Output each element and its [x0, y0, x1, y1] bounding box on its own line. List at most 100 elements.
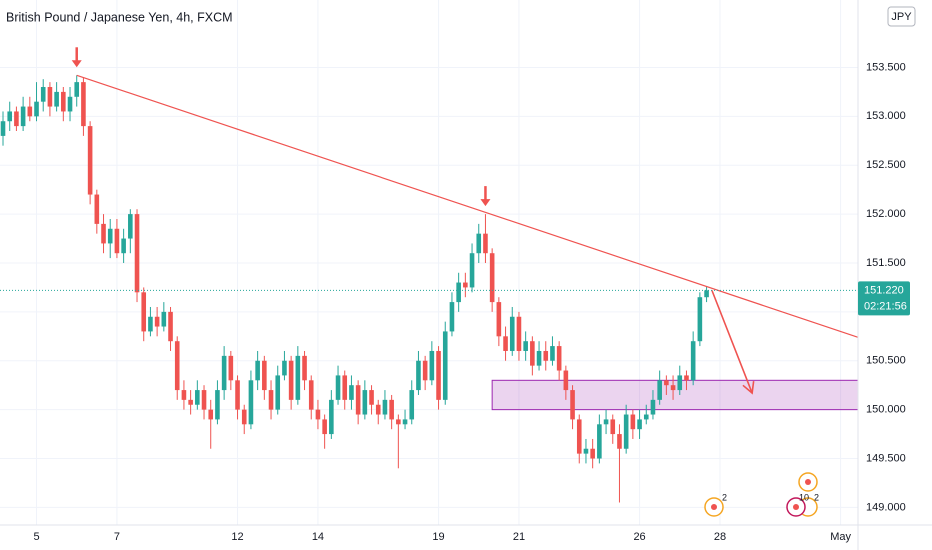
plot-area [0, 47, 859, 503]
candle-body [483, 233, 488, 254]
y-tick-label: 153.500 [866, 61, 906, 73]
candle-body [27, 106, 33, 117]
candle-body [416, 360, 421, 391]
candle-body [610, 419, 616, 435]
candle-body [456, 282, 461, 303]
countdown-label: 02:21:56 [864, 300, 907, 312]
candle-body [550, 346, 555, 361]
trendline [76, 74, 859, 338]
candle-body [496, 302, 502, 337]
candle-body [355, 385, 361, 415]
currency-button-label[interactable]: JPY [891, 11, 912, 23]
candle-body [375, 404, 381, 415]
candle-body [14, 111, 19, 127]
signal-arrow-head [480, 199, 491, 207]
candle-body [288, 360, 294, 400]
candle-body [282, 360, 287, 376]
candle-body [469, 253, 475, 288]
candle-body [34, 101, 39, 117]
event-dot [711, 504, 717, 510]
y-tick-label: 152.500 [866, 159, 906, 171]
candle-body [255, 360, 260, 381]
candle-body [295, 355, 301, 400]
event-dot [805, 479, 811, 485]
candle-body [603, 419, 609, 425]
candle-body [463, 282, 468, 288]
candle-body [436, 350, 441, 400]
candle-body [322, 419, 327, 435]
candle-body [670, 385, 676, 391]
x-tick-label: May [830, 531, 851, 543]
current-price-box [858, 281, 910, 316]
candle-body [308, 380, 314, 410]
candle-body [664, 380, 669, 386]
candle-body [623, 414, 629, 449]
candle-body [630, 414, 636, 430]
candle-body [576, 419, 582, 454]
candle-body [154, 316, 160, 327]
candle-body [570, 390, 575, 420]
candle-body [704, 290, 709, 298]
x-tick-label: 14 [312, 531, 324, 543]
candle-body [362, 390, 368, 415]
candle-body [536, 350, 542, 366]
candle-body [148, 316, 153, 332]
currency-button[interactable] [887, 6, 916, 27]
candle-body [134, 214, 140, 293]
candle-body [530, 341, 535, 366]
y-tick-label: 149.000 [866, 501, 906, 513]
candle-body [349, 385, 354, 400]
candle-body [617, 434, 622, 449]
candle-body [228, 355, 234, 381]
projection-arrow [711, 290, 753, 394]
candle-body [369, 390, 374, 405]
candle-body [174, 341, 180, 391]
y-tick-label: 152.000 [866, 208, 906, 220]
candle-body [268, 390, 274, 410]
candle-body [275, 375, 281, 410]
candle-body [476, 233, 482, 254]
event-count: 2 [722, 492, 727, 502]
y-tick-label: 150.500 [866, 355, 906, 367]
signal-arrow-head [71, 60, 82, 68]
candle-body [168, 311, 173, 342]
candle-body [114, 228, 120, 254]
candle-body [0, 121, 6, 136]
chart-title: British Pound / Japanese Yen, 4h, FXCM [6, 10, 233, 24]
x-tick-label: 21 [513, 531, 525, 543]
candle-body [201, 390, 207, 410]
candle-body [235, 380, 240, 410]
support-zone [491, 379, 859, 411]
candle-body [563, 370, 569, 391]
event-count: 2 [814, 492, 819, 502]
candle-body [74, 82, 80, 97]
candle-body [128, 214, 133, 239]
candle-body [315, 409, 321, 420]
event-count: 10 [799, 492, 809, 502]
candle-body [40, 87, 46, 102]
candle-body [208, 409, 214, 420]
candle-body [516, 316, 522, 351]
candle-body [215, 390, 220, 420]
candle-body [429, 350, 435, 381]
candle-body [422, 360, 428, 381]
candle-body [107, 228, 113, 244]
candle-body [20, 106, 26, 127]
candle-body [188, 399, 193, 405]
x-tick-label: 7 [114, 531, 120, 543]
y-tick-label: 149.500 [866, 452, 906, 464]
candle-body [449, 302, 455, 332]
candle-body [684, 375, 689, 381]
candle-body [47, 87, 53, 107]
candle-body [335, 375, 341, 400]
candle-body [61, 91, 66, 112]
candle-body [7, 111, 13, 122]
candle-body [409, 390, 415, 420]
candle-body [583, 448, 589, 454]
candle-body [382, 399, 388, 415]
x-tick-label: 12 [231, 531, 243, 543]
candle-body [221, 355, 227, 391]
candle-body [342, 375, 348, 400]
candle-body [489, 253, 495, 303]
